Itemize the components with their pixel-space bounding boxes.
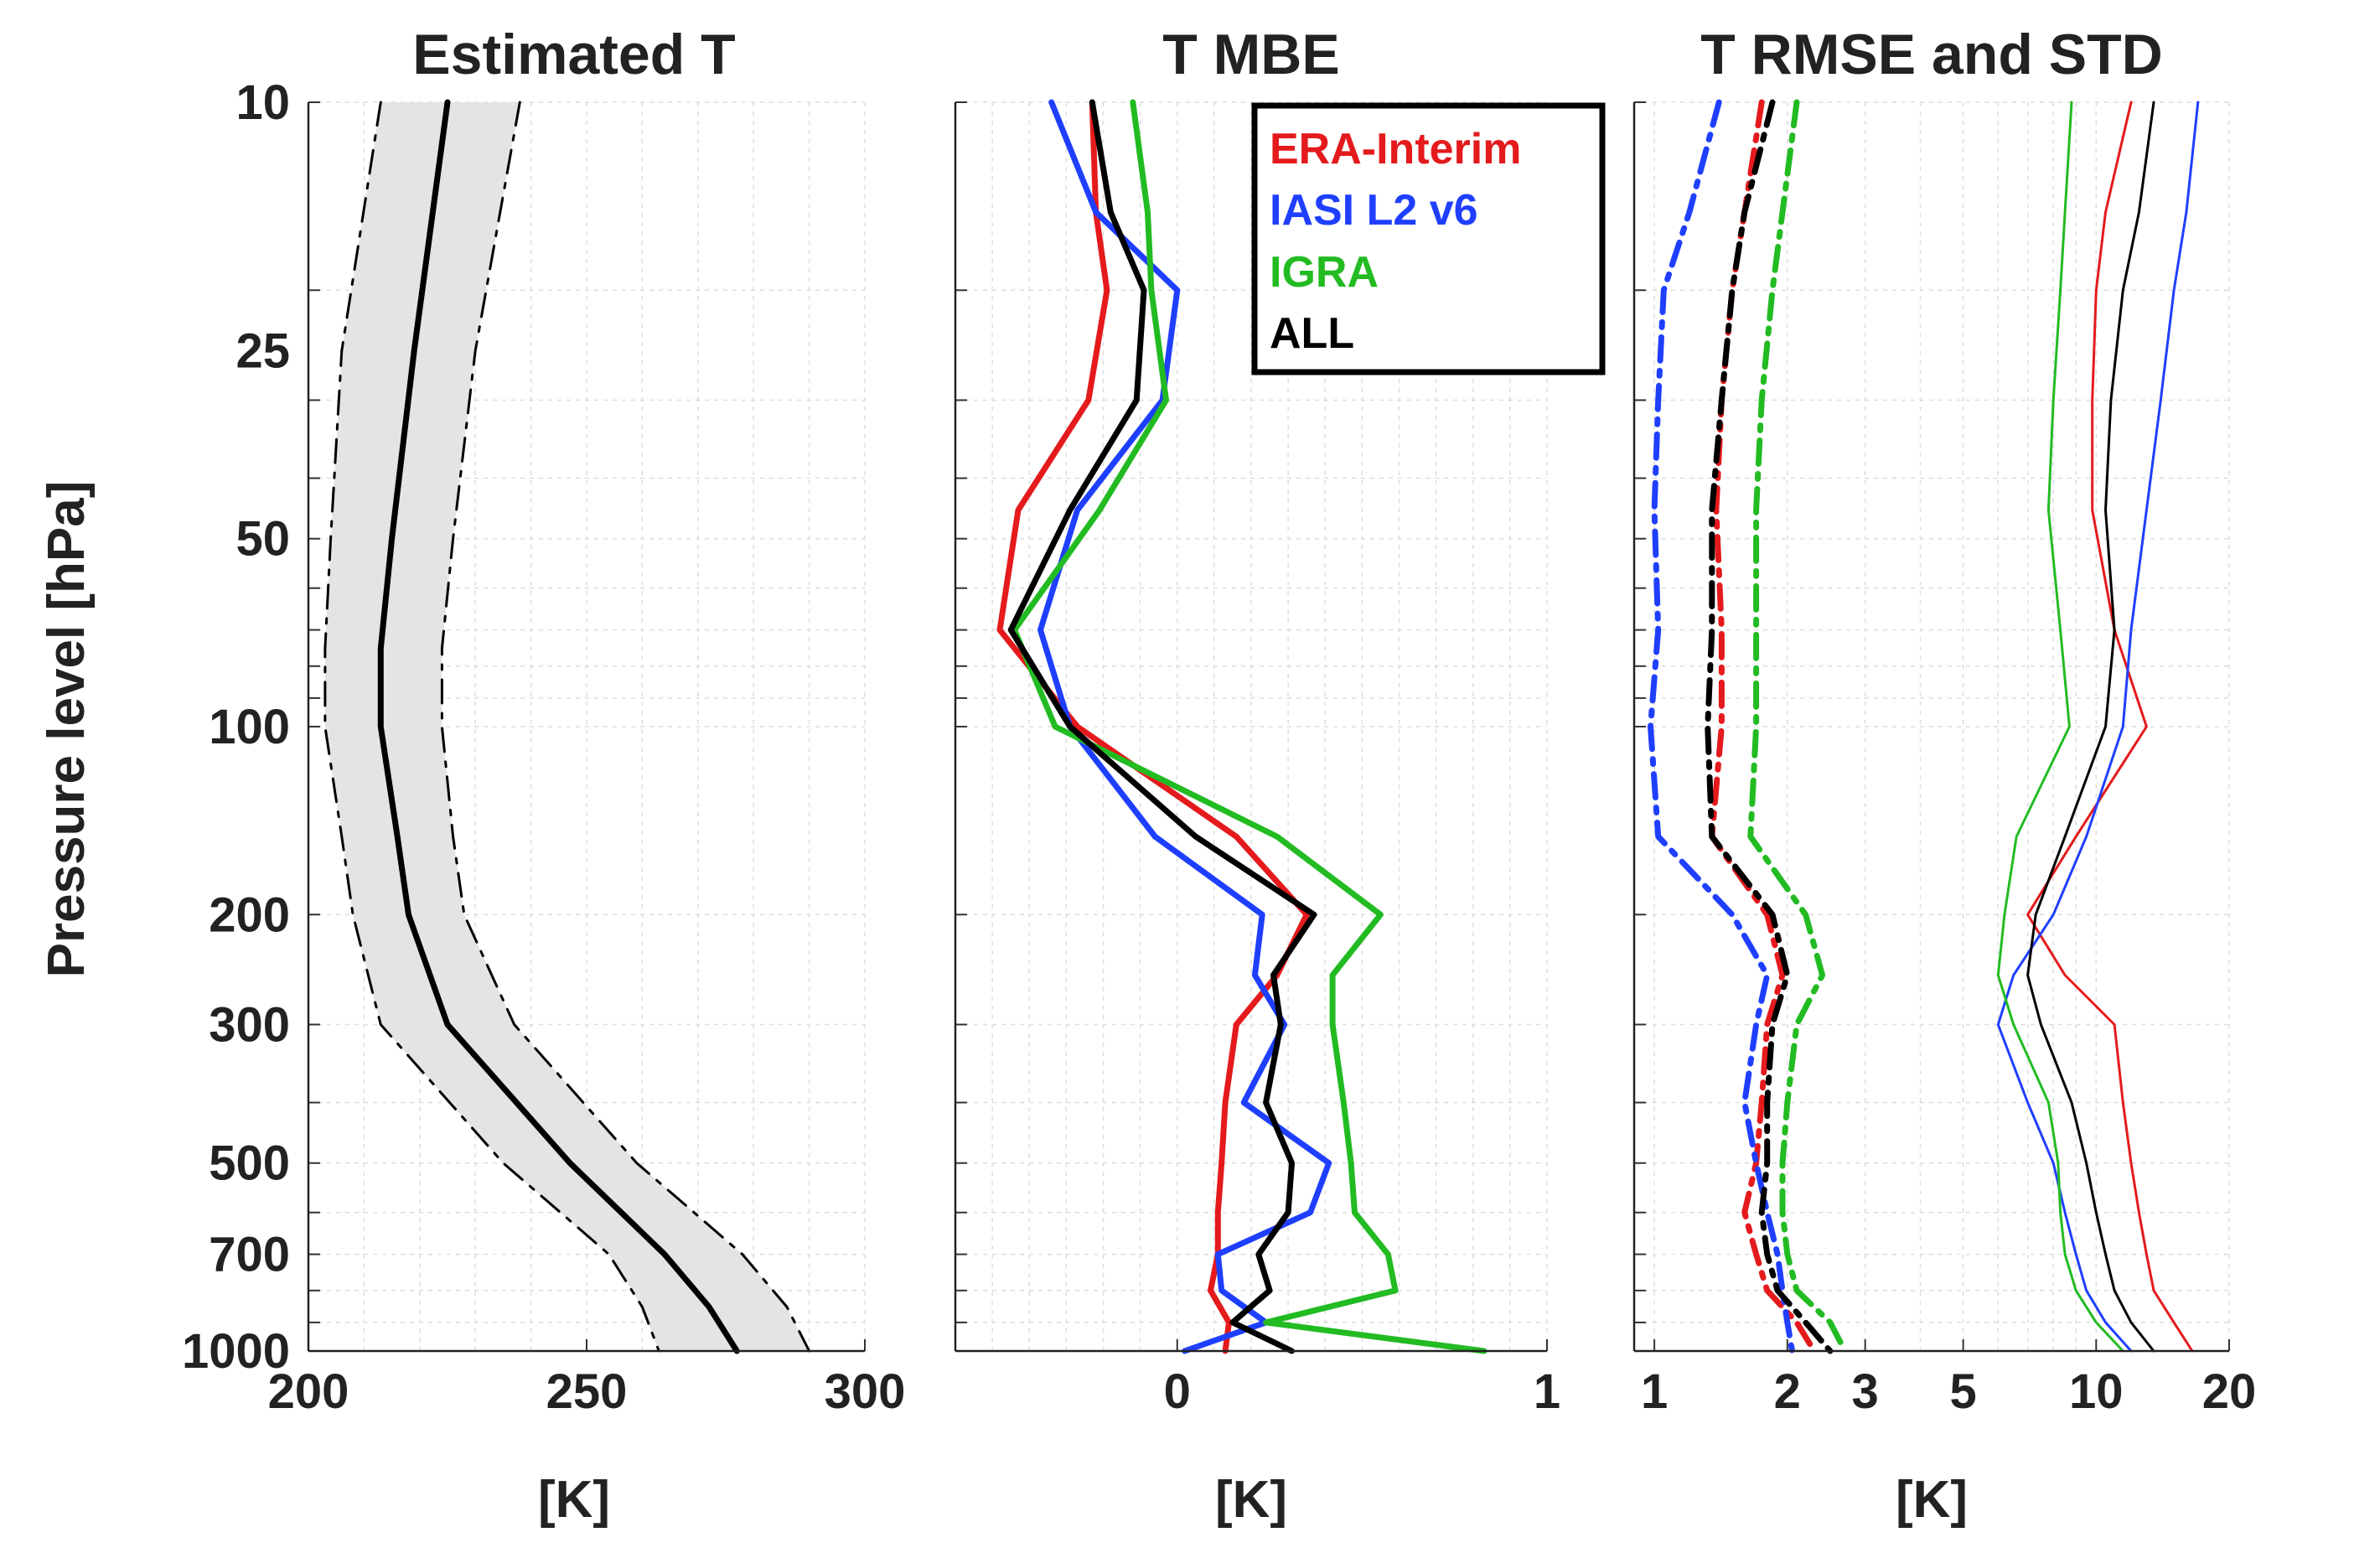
legend: ERA-Interim IASI L2 v6 IGRA ALL xyxy=(1251,102,1606,375)
series-line-all-std xyxy=(2026,101,2155,1353)
legend-box xyxy=(1251,102,1606,375)
x-axis-label: [K] xyxy=(1215,1471,1287,1529)
panel-t-rmse-std: T RMSE and STD [K] 1 2 3 5 10 20 xyxy=(1632,23,2257,1529)
y-tick-label: 10 xyxy=(235,75,290,130)
y-tick-label: 300 xyxy=(209,997,290,1052)
series-line-igra-rmse xyxy=(1747,99,1848,1354)
y-tick-label: 500 xyxy=(209,1136,290,1191)
y-tick-label: 1000 xyxy=(182,1324,290,1379)
x-tick-label: 1 xyxy=(1641,1364,1668,1419)
legend-entry-igra: IGRA xyxy=(1270,248,1379,297)
series-line-mean xyxy=(377,99,740,1354)
series-line-igra-std xyxy=(1996,101,2124,1353)
legend-entry-iasi-l2-v6: IASI L2 v6 xyxy=(1270,186,1478,235)
panel-title: Estimated T xyxy=(412,23,735,86)
x-axis-label: [K] xyxy=(538,1471,610,1529)
panel-t-mbe: T MBE [K] 0 1 xyxy=(954,23,1560,1529)
legend-entry-era-interim: ERA-Interim xyxy=(1270,125,1521,173)
x-tick-label: 3 xyxy=(1852,1364,1879,1419)
x-tick-label: 300 xyxy=(825,1364,906,1419)
x-tick-label: 20 xyxy=(2202,1364,2257,1419)
y-tick-label: 100 xyxy=(209,700,290,754)
y-tick-label: 25 xyxy=(235,324,290,378)
y-tick-label: 700 xyxy=(209,1228,290,1282)
series-line-iasi-l2-v6-rmse xyxy=(1648,99,1795,1354)
x-tick-label: 2 xyxy=(1774,1364,1801,1419)
x-tick-label: 250 xyxy=(546,1364,628,1419)
y-tick-labels: 10 25 50 100 200 300 500 700 1000 xyxy=(182,75,290,1379)
series-line-all-rmse xyxy=(1705,99,1834,1354)
series-line-all xyxy=(1007,99,1317,1354)
x-axis-label: [K] xyxy=(1896,1471,1968,1529)
series-line-lower xyxy=(323,101,660,1353)
gridlines xyxy=(1634,101,2230,1352)
x-tick-label: 10 xyxy=(2069,1364,2124,1419)
x-tick-label: 200 xyxy=(268,1364,349,1419)
legend-entry-all: ALL xyxy=(1270,309,1354,358)
series-line-era-interim-std xyxy=(2026,101,2194,1353)
y-axis-label: Pressure level [hPa] xyxy=(38,481,96,978)
gridlines xyxy=(955,101,1548,1352)
x-tick-label: 0 xyxy=(1164,1364,1191,1419)
x-tick-label: 1 xyxy=(1534,1364,1560,1419)
panel-title: T MBE xyxy=(1162,23,1340,86)
panel-title: T RMSE and STD xyxy=(1700,23,2163,86)
panel-estimated-t: Estimated T [K] 200 250 300 xyxy=(268,23,906,1529)
series-line-iasi-l2-v6-std xyxy=(1996,101,2200,1353)
series-line-upper xyxy=(440,101,811,1353)
y-tick-label: 200 xyxy=(209,888,290,942)
series-line-igra xyxy=(1012,99,1488,1354)
x-tick-label: 5 xyxy=(1949,1364,1976,1419)
y-tick-label: 50 xyxy=(235,512,290,567)
spread-band xyxy=(324,102,810,1351)
